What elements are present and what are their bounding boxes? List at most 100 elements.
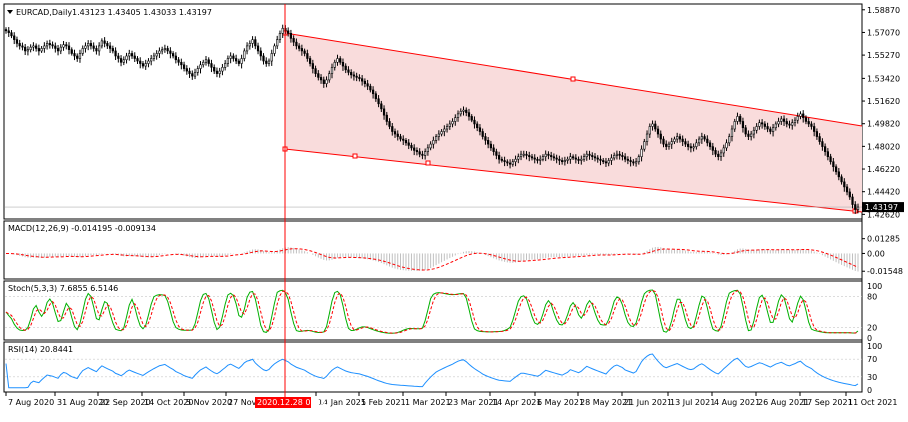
candle-body [174, 55, 177, 61]
candle-body [29, 46, 32, 50]
candle-body [678, 136, 682, 140]
candle-body [26, 49, 30, 52]
candle-body [673, 138, 676, 142]
candle-body [552, 156, 556, 159]
time-tick-label: 28 May 2021 [580, 398, 632, 407]
candle-body [199, 64, 202, 69]
channel-anchor[interactable] [570, 76, 576, 82]
candle-body [462, 109, 465, 112]
candle-body [424, 151, 427, 156]
candle-body [624, 156, 627, 160]
price-tick-label: 1.48020 [867, 142, 900, 151]
candle-body [111, 48, 114, 52]
channel-lower-line[interactable] [284, 148, 863, 213]
candle-body [150, 58, 153, 62]
rsi-panel[interactable] [3, 341, 863, 393]
candle-body [774, 123, 777, 129]
candle-body [634, 161, 638, 164]
candle-body [67, 45, 71, 50]
candle-body [456, 113, 460, 118]
candle-body [388, 121, 391, 127]
candle-body [555, 157, 558, 160]
candle-body [399, 136, 402, 140]
price-axis: 1.58870 1.57070 1.55270 1.53420 1.51620 1.498… [862, 6, 900, 219]
candle-body [752, 129, 756, 135]
candle-body [191, 73, 194, 77]
candle-body [621, 155, 624, 157]
candle-body [489, 143, 493, 149]
candle-body [791, 122, 794, 126]
trend-channel[interactable] [282, 30, 863, 214]
candle-body [613, 155, 616, 159]
candle-body [451, 121, 454, 125]
candle-body [298, 45, 301, 49]
candle-body [248, 43, 251, 47]
candle-body [251, 39, 254, 44]
candle-body [256, 45, 260, 52]
candle-body [243, 50, 246, 59]
candle-body [429, 143, 432, 149]
price-tick-label: 1.46220 [867, 165, 900, 174]
rsi-series [5, 353, 862, 389]
candle-body [103, 40, 106, 44]
candle-body [322, 79, 325, 84]
candle-body [741, 121, 745, 129]
candle-body [695, 142, 698, 147]
candle-body [785, 121, 788, 125]
macd-tick-label: 0.00 [867, 249, 885, 258]
candle-body [492, 147, 495, 152]
candle-body [558, 158, 561, 161]
price-tick-label: 1.57070 [867, 28, 900, 37]
candle-body [289, 33, 293, 39]
channel-anchor[interactable] [425, 160, 431, 166]
candle-body [76, 55, 79, 59]
candle-body [213, 67, 216, 72]
candle-body [445, 126, 449, 130]
candle-body [339, 58, 342, 63]
candle-body [65, 44, 68, 47]
price-tick-label: 1.42620 [867, 210, 900, 219]
candle-body [391, 126, 394, 132]
candle-body [95, 48, 98, 52]
candle-body [226, 58, 230, 64]
candle-body [618, 153, 621, 156]
candle-body [777, 121, 780, 125]
candle-body [648, 126, 651, 135]
candle-body [771, 127, 775, 132]
menu-triangle-icon[interactable] [7, 10, 13, 14]
candle-body [607, 160, 610, 164]
candle-body [654, 123, 657, 130]
rsi-tick-label: 30 [867, 373, 877, 382]
candle-body [358, 77, 361, 79]
rsi-tick-label: 100 [867, 342, 882, 351]
candle-body [78, 53, 82, 59]
candle-body [692, 146, 695, 149]
candle-body [711, 146, 714, 151]
candle-body [829, 156, 832, 163]
candle-body [585, 153, 588, 157]
candle-body [336, 58, 339, 63]
candle-body [708, 142, 712, 147]
candle-body [54, 45, 57, 49]
candle-body [141, 63, 145, 67]
time-tick-label: 11 Oct 2021 [848, 398, 897, 407]
candle-body [719, 152, 723, 157]
candle-body [114, 50, 117, 57]
candle-body [826, 151, 829, 157]
candle-body [591, 155, 594, 157]
channel-anchor[interactable] [352, 153, 358, 159]
candle-body [856, 206, 860, 210]
candle-body [722, 147, 725, 154]
time-tick-label: 4 Aug 2021 [714, 398, 760, 407]
macd-label: MACD(12,26,9) -0.014195 -0.009134 [8, 224, 156, 233]
stoch-panel[interactable] [3, 280, 863, 341]
candle-body [495, 151, 498, 156]
candle-body [51, 44, 54, 47]
candle-body [744, 127, 747, 135]
time-tick-label: 17 Sep 2021 [802, 398, 853, 407]
candle-body [506, 161, 509, 164]
candle-body [717, 153, 720, 157]
candle-body [380, 103, 383, 110]
candle-body [347, 69, 350, 73]
